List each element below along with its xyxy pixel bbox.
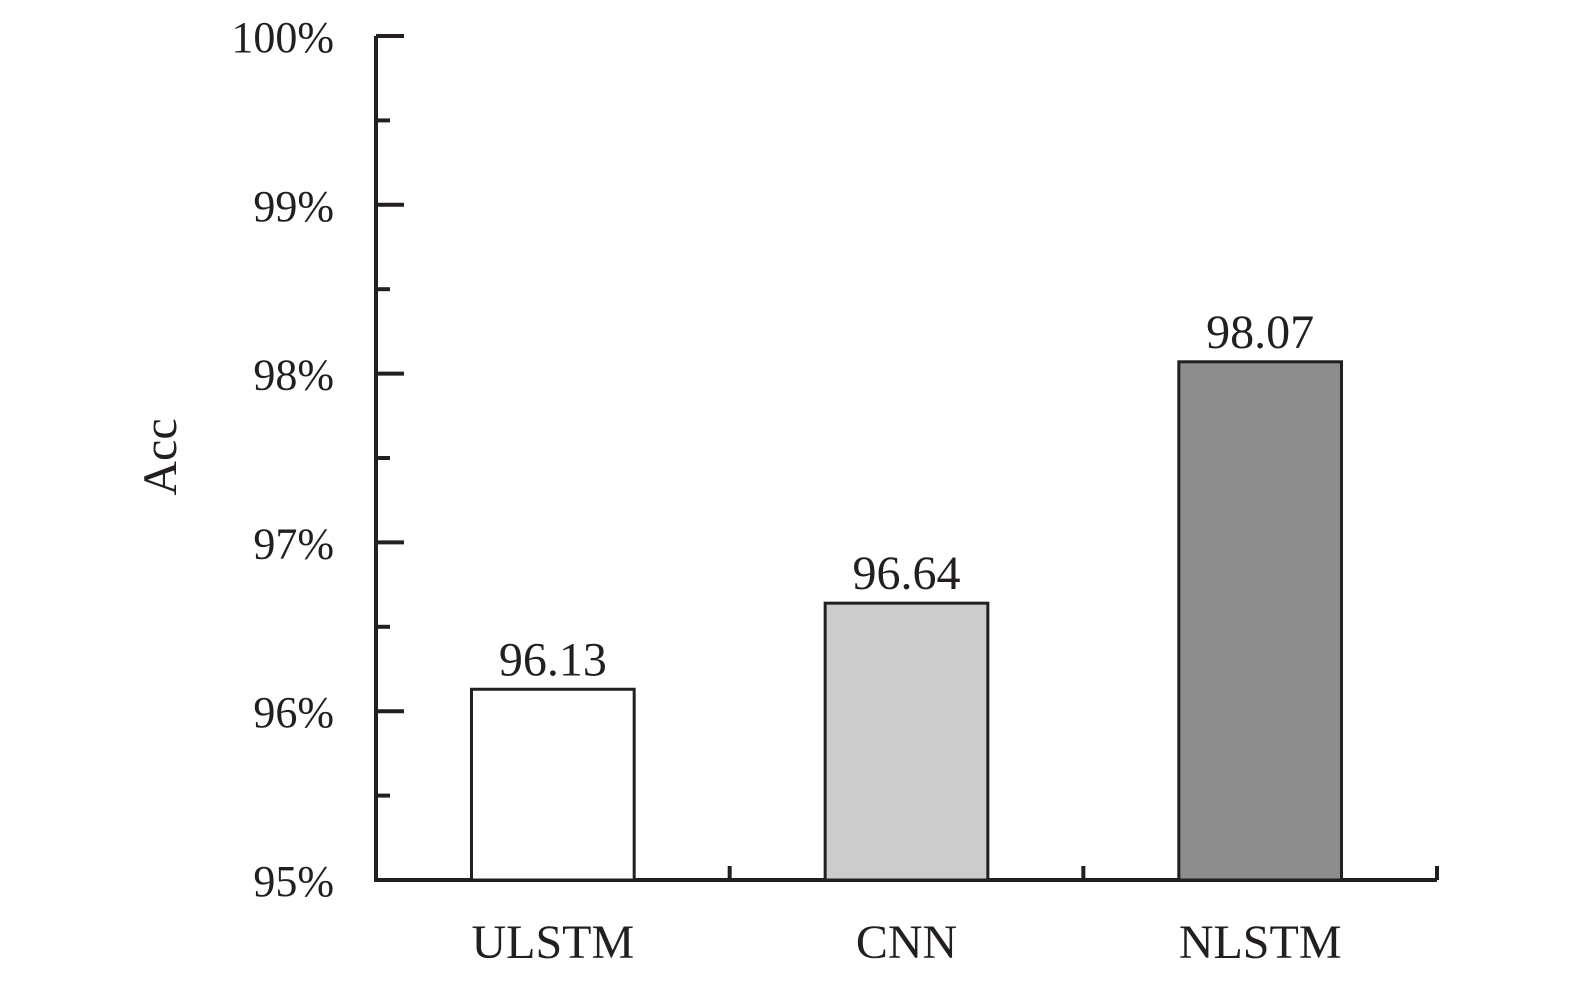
y-axis: 95% 96% 97% 98% 99% 100% (231, 13, 404, 906)
data-label: 98.07 (1206, 306, 1314, 359)
x-category-label: NLSTM (1179, 916, 1342, 969)
y-tick-label: 97% (253, 519, 334, 568)
bar (1177, 360, 1344, 882)
y-tick-label: 95% (253, 857, 334, 906)
y-tick-label: 100% (231, 13, 334, 62)
bar (469, 687, 636, 882)
y-axis-title: Acc (134, 418, 187, 495)
bar (823, 601, 990, 882)
y-tick-label: 98% (253, 351, 334, 400)
data-label: 96.13 (499, 633, 607, 686)
bars-group: 96.13 96.64 98.07 (469, 306, 1344, 882)
y-tick-label: 99% (253, 182, 334, 231)
y-tick-label: 96% (253, 688, 334, 737)
x-category-label: CNN (856, 916, 957, 969)
x-category-label: ULSTM (471, 916, 634, 969)
data-label: 96.64 (853, 547, 961, 600)
